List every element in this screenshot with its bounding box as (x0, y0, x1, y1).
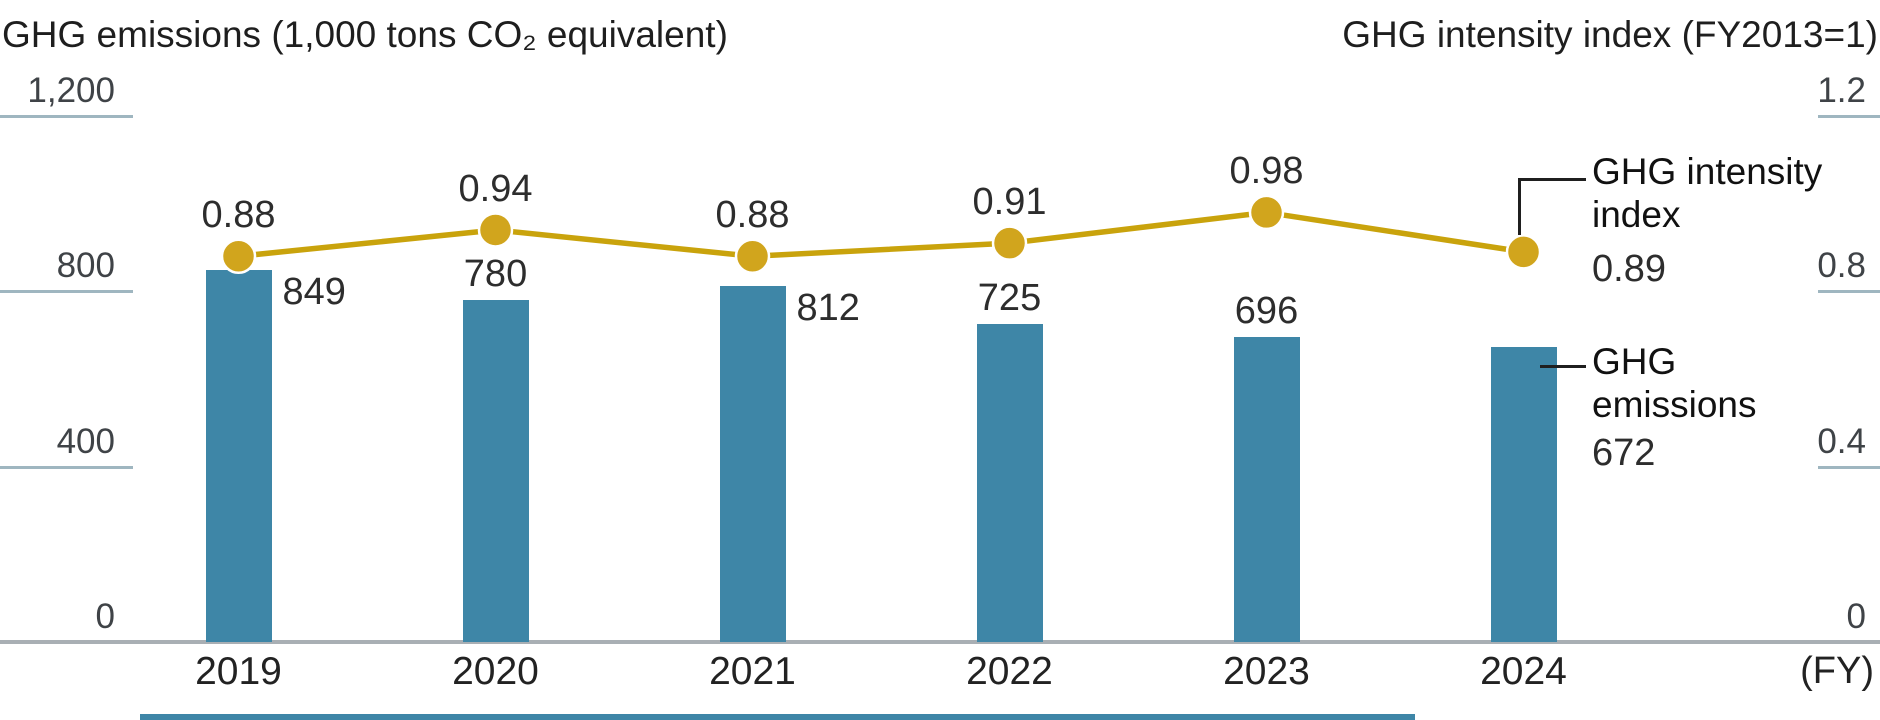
intensity-marker-2020 (477, 212, 514, 248)
bar-2024 (1490, 347, 1557, 642)
right-axis-title: GHG intensity index (FY2013=1) (1342, 14, 1878, 55)
bar-value-label: 780 (463, 253, 528, 296)
bar-value-label: 849 (282, 270, 346, 313)
line-value-label: 0.91 (972, 181, 1047, 224)
right-tick-line (1818, 115, 1880, 118)
emissions-callout-line (1540, 365, 1586, 368)
line-value-label: 0.88 (715, 194, 790, 237)
bar-2022 (976, 324, 1043, 642)
bar-value-label: 725 (977, 277, 1042, 320)
line-value-label: 0.94 (458, 167, 533, 210)
fy-unit-label: (FY) (1800, 650, 1874, 692)
bar-2019 (205, 269, 272, 642)
intensity-legend-label: GHG intensity index (1592, 150, 1822, 236)
line-value-label: 0.88 (201, 194, 276, 237)
right-tick-label: 0.4 (1817, 421, 1866, 461)
bar-value-label: 696 (1234, 289, 1299, 332)
emissions-legend-line2: emissions (1592, 384, 1757, 425)
bottom-cutoff-strip (140, 714, 1415, 720)
left-tick-label: 0 (95, 597, 115, 636)
line-value-label: 0.98 (1229, 150, 1304, 193)
intensity-marker-2022 (991, 225, 1028, 261)
right-tick-label: 1.2 (1817, 71, 1866, 110)
left-tick-label: 800 (56, 246, 115, 286)
x-axis-label-2020: 2020 (452, 650, 539, 693)
intensity-callout-line-horizontal (1518, 178, 1586, 181)
intensity-marker-2019 (220, 238, 257, 275)
emissions-legend-label: GHG emissions (1592, 340, 1757, 426)
left-tick-line (0, 465, 133, 469)
right-tick-line (1818, 290, 1880, 294)
x-axis-baseline (0, 640, 1880, 644)
left-tick-label: 1,200 (27, 71, 115, 110)
bar-2020 (462, 300, 529, 642)
intensity-legend-line2: index (1592, 194, 1681, 235)
left-axis-title: GHG emissions (1,000 tons CO₂ equivalent… (2, 14, 728, 55)
bar-2021 (719, 286, 786, 642)
left-tick-line (0, 290, 133, 294)
intensity-marker-2021 (734, 238, 771, 275)
right-tick-label: 0.8 (1817, 246, 1866, 286)
right-tick-line (1818, 465, 1880, 469)
emissions-legend-line1: GHG (1592, 341, 1677, 382)
intensity-last-value: 0.89 (1592, 248, 1666, 290)
left-tick-line (0, 115, 133, 118)
bar-2023 (1233, 336, 1300, 642)
left-tick-label: 400 (56, 421, 115, 461)
intensity-legend-line1: GHG intensity (1592, 151, 1823, 192)
x-axis-label-2023: 2023 (1223, 650, 1310, 693)
right-tick-label: 0 (1846, 597, 1866, 636)
bar-value-label: 812 (796, 287, 860, 330)
x-axis-label-2022: 2022 (966, 650, 1053, 693)
intensity-callout-line-vertical (1518, 178, 1521, 235)
intensity-line (238, 209, 1524, 260)
x-axis-label-2021: 2021 (709, 650, 796, 693)
emissions-last-value: 672 (1592, 432, 1656, 474)
intensity-marker-2024 (1505, 234, 1542, 270)
x-axis-label-2019: 2019 (195, 650, 282, 693)
intensity-marker-2023 (1248, 194, 1285, 231)
x-axis-label-2024: 2024 (1480, 650, 1567, 693)
